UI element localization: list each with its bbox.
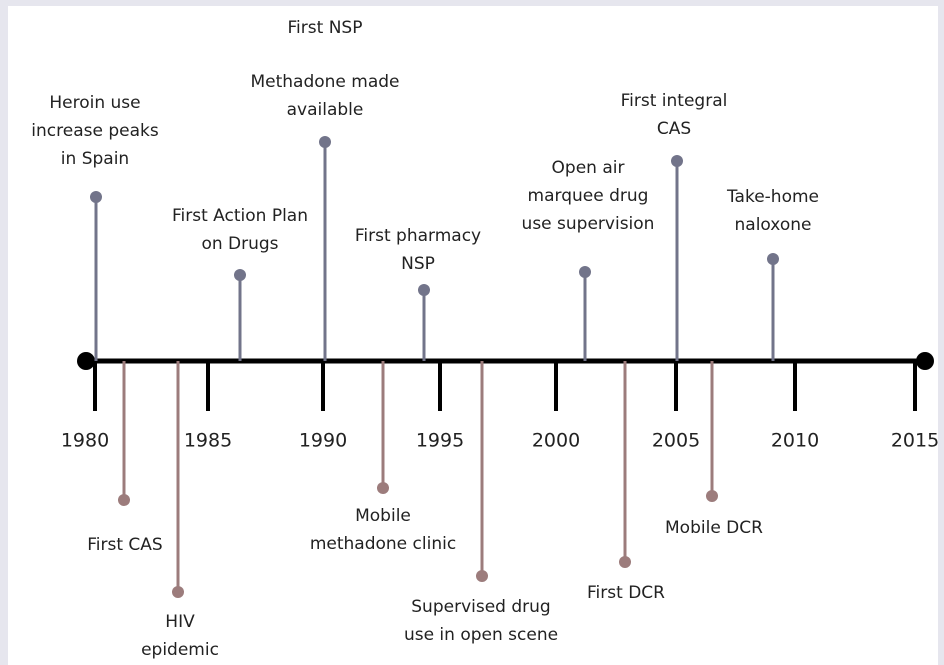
event-dot [90, 191, 102, 203]
event-label: use supervision [522, 214, 655, 234]
event-dot [377, 482, 389, 494]
year-label: 2005 [652, 430, 700, 452]
event-dot [319, 136, 331, 148]
event-dot [619, 556, 631, 568]
year-label: 2000 [532, 430, 580, 452]
year-label: 1990 [299, 430, 347, 452]
event-label: Mobile DCR [665, 518, 763, 538]
event-dot [671, 155, 683, 167]
event-dot [579, 266, 591, 278]
event-dot [234, 269, 246, 281]
year-label: 1985 [184, 430, 232, 452]
event-label: on Drugs [201, 234, 278, 254]
canvas [8, 6, 938, 665]
event-dot [476, 570, 488, 582]
year-label: 2015 [891, 430, 939, 452]
event-dot [706, 490, 718, 502]
axis-end [916, 352, 934, 370]
event-label: CAS [657, 119, 691, 139]
event-label: Supervised drug [411, 597, 550, 617]
event-dot [418, 284, 430, 296]
event-label: First pharmacy [355, 226, 481, 246]
event-dot [172, 586, 184, 598]
event-label: First DCR [587, 583, 665, 603]
event-label: Methadone made [250, 72, 399, 92]
year-label: 1995 [416, 430, 464, 452]
event-label: in Spain [61, 149, 129, 169]
event-label: increase peaks [31, 121, 159, 141]
event-label: Open air [552, 158, 625, 178]
event-label: First integral [621, 91, 728, 111]
event-label: marquee drug [528, 186, 649, 206]
event-label: HIV [165, 612, 195, 632]
event-label: available [287, 100, 364, 120]
event-label: First CAS [87, 535, 162, 555]
event-dot [767, 253, 779, 265]
year-label: 2010 [771, 430, 819, 452]
event-dot [118, 494, 130, 506]
event-label: Take-home [726, 187, 819, 207]
event-label: epidemic [141, 640, 219, 660]
event-label: NSP [401, 254, 435, 274]
year-label: 1980 [61, 430, 109, 452]
event-label: use in open scene [404, 625, 558, 645]
event-label: Mobile [355, 506, 411, 526]
event-label: First Action Plan [172, 206, 308, 226]
event-label: methadone clinic [310, 534, 456, 554]
event-label: First NSP [288, 18, 363, 38]
event-label: naloxone [735, 215, 812, 235]
axis-start [77, 352, 95, 370]
event-label: Heroin use [49, 93, 140, 113]
